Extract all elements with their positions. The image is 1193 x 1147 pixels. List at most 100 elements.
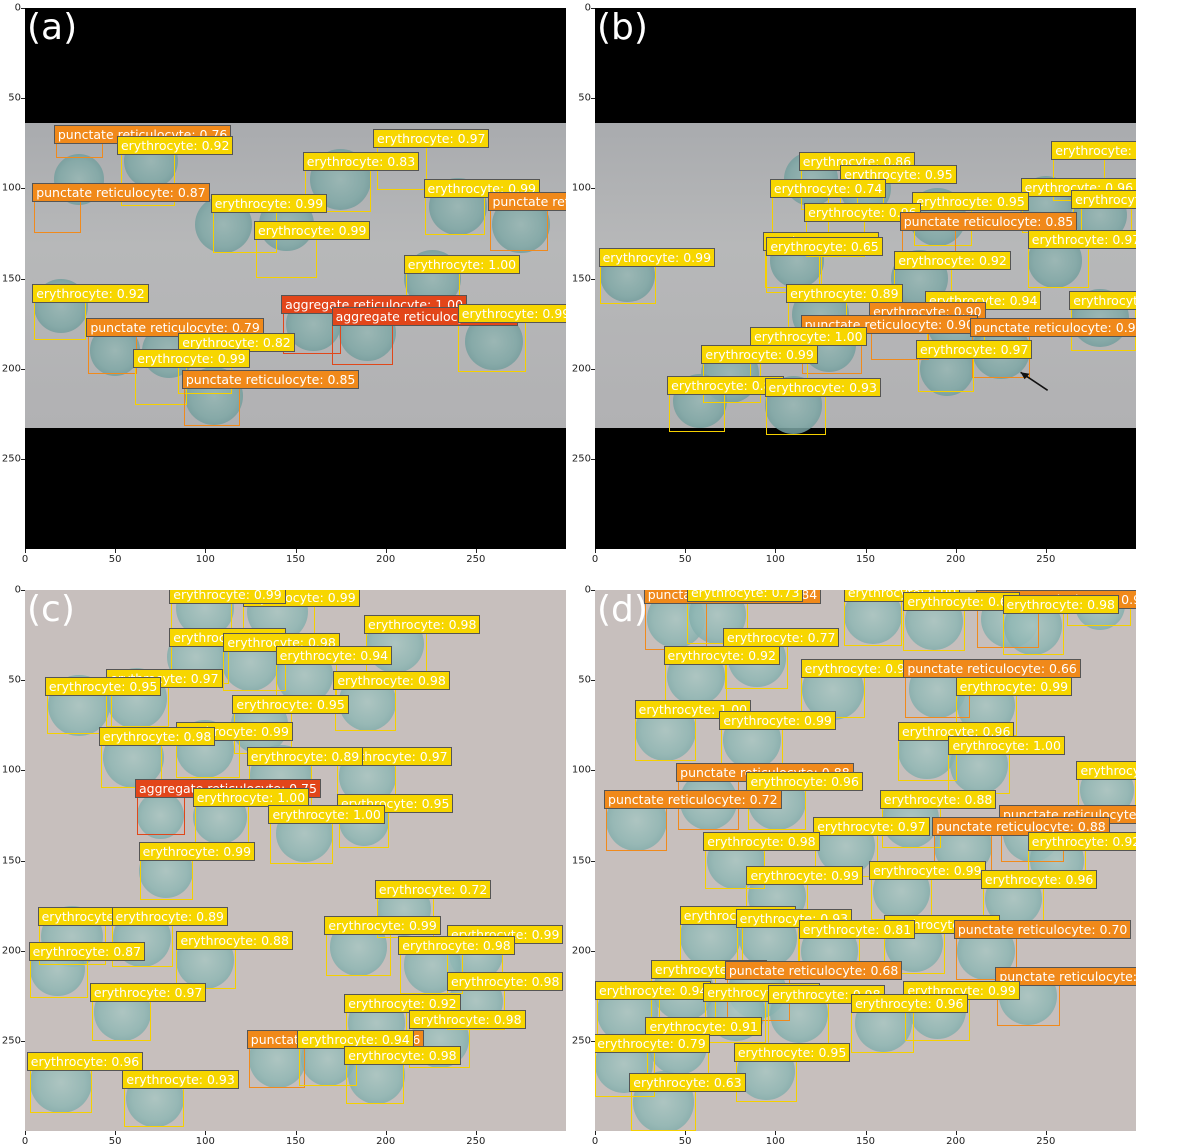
- detection-label: punctate reticulocyte: 0.79: [86, 318, 264, 338]
- y-tick-label: 200: [571, 945, 591, 957]
- detection-label: erythrocyte: 0.98: [98, 727, 216, 747]
- detection-label: erythrocyte: 0.97: [89, 983, 207, 1003]
- detection-label: erythrocyte: 0.99: [598, 247, 716, 267]
- detection-label: erythrocyte: 0.99: [210, 193, 328, 213]
- detection-label: erythrocyte: 1.00: [403, 255, 521, 275]
- x-tick-label: 250: [466, 554, 486, 565]
- detection-box: [843, 590, 902, 646]
- detection-label: erythrocyte: 1.00: [192, 788, 310, 808]
- detection-label: erythrocyte: 0.95: [44, 676, 162, 696]
- detection-label: erythrocyte: 0.98: [446, 972, 564, 992]
- x-tick-label: 50: [678, 554, 692, 565]
- y-tick-mark: [591, 1040, 595, 1042]
- y-tick-label: 200: [1, 945, 21, 957]
- detection-label: punctate reticulocyte: 0.87: [32, 182, 210, 202]
- detection-label: punctate reticulocyte: 0.85: [181, 370, 360, 390]
- detection-label: erythrocyte: 0.92: [116, 136, 234, 156]
- detection-label: erythrocyte: 0.95: [840, 164, 957, 184]
- detection-label: erythrocyte: 0.92: [32, 283, 149, 303]
- detection-label: erythrocyte: 0.81: [798, 920, 916, 939]
- y-tick-label: 150: [1, 855, 21, 866]
- x-tick-label: 200: [946, 554, 966, 565]
- x-tick-mark: [205, 549, 207, 553]
- detection-label: punctate reticulocyte: 0.70: [953, 920, 1132, 939]
- detection-label: punctate reticulocyte: 0.87: [488, 191, 566, 211]
- detection-label: punctate reticulocyte: 0.72: [604, 790, 782, 810]
- x-tick-label: 250: [1036, 1136, 1056, 1147]
- detection-label: erythrocyte: 0.97: [373, 128, 490, 148]
- y-tick-label: 0: [14, 584, 21, 596]
- y-tick-label: 250: [571, 1035, 591, 1047]
- y-tick-label: 100: [571, 764, 591, 776]
- detection-label: erythrocyte: 0.95: [912, 191, 1029, 211]
- y-tick-mark: [21, 950, 25, 952]
- x-tick-mark: [295, 1131, 297, 1135]
- y-tick-label: 200: [571, 363, 591, 375]
- detection-label: erythrocyte: 0.99: [138, 842, 256, 862]
- panel-letter: (d): [597, 590, 648, 630]
- detection-label: erythrocyte: 0.87: [28, 941, 146, 961]
- detection-label: erythrocyte: 0.73: [686, 590, 804, 602]
- x-tick-mark: [865, 549, 867, 553]
- detection-label: erythrocyte: 0.96: [746, 772, 863, 792]
- y-tick-mark: [591, 188, 595, 190]
- detection-label: erythrocyte: 1.00: [750, 327, 867, 347]
- y-tick-mark: [21, 278, 25, 280]
- y-tick-mark: [21, 680, 25, 682]
- y-tick-mark: [591, 950, 595, 952]
- y-tick-mark: [21, 770, 25, 772]
- detection-label: erythrocyte: 0.94: [595, 981, 712, 1001]
- y-tick-label: 50: [8, 674, 21, 686]
- x-tick-mark: [475, 1131, 477, 1135]
- detection-label: punctate reticulocyte: 0.68: [724, 961, 903, 981]
- detection-label: erythrocyte: 1.00: [268, 804, 385, 824]
- detection-label: erythrocyte: 0.97: [1027, 229, 1136, 249]
- x-tick-mark: [115, 549, 117, 553]
- detection-label: erythrocyte: 0.93: [764, 377, 881, 397]
- detection-label: erythrocyte: 0.92: [1027, 831, 1136, 851]
- detection-box: [686, 590, 749, 645]
- y-tick-mark: [21, 590, 25, 591]
- y-tick-label: 250: [1, 453, 21, 465]
- detection-label: erythrocyte: 0.95: [232, 694, 349, 714]
- x-tick-label: 150: [285, 1136, 306, 1147]
- y-tick-label: 150: [1, 273, 21, 284]
- y-tick-label: 100: [1, 182, 21, 194]
- detection-label: erythrocyte: 0.92: [344, 993, 461, 1013]
- x-tick-label: 150: [285, 554, 306, 565]
- x-tick-label: 150: [855, 554, 876, 565]
- detection-label: erythrocyte: 0.88: [879, 790, 997, 810]
- y-tick-mark: [591, 590, 595, 591]
- detection-label: erythrocyte: 0.96: [1076, 761, 1136, 781]
- panel-letter: (a): [27, 8, 78, 48]
- detection-label: erythrocyte: 0.88: [176, 930, 293, 950]
- y-tick-mark: [21, 368, 25, 370]
- detection-label: erythrocyte: 0.99: [133, 348, 250, 368]
- detection-label: erythrocyte: 0.99: [869, 860, 986, 880]
- y-tick-mark: [21, 98, 25, 100]
- x-tick-mark: [295, 549, 297, 553]
- detection-label: erythrocyte: 0.97: [915, 339, 1033, 359]
- detection-label: erythrocyte: 0.92: [1051, 141, 1136, 161]
- y-tick-label: 100: [1, 764, 21, 776]
- x-tick-label: 250: [1036, 554, 1056, 565]
- x-tick-label: 50: [108, 1136, 122, 1147]
- image-panel: erythrocyte: 0.75punctate reticulocyte: …: [595, 590, 1136, 1131]
- detection-label: erythrocyte: 0.98: [333, 671, 450, 691]
- y-tick-label: 200: [1, 363, 21, 375]
- detection-label: erythrocyte: 0.99: [324, 916, 441, 936]
- y-tick-label: 50: [8, 92, 21, 104]
- detection-label: erythrocyte: 0.99: [169, 590, 286, 604]
- x-tick-label: 100: [765, 1136, 785, 1147]
- x-tick-mark: [475, 549, 477, 553]
- detection-label: erythrocyte: 0.84: [1071, 190, 1136, 210]
- y-tick-mark: [21, 458, 25, 460]
- detection-label: punctate reticulocyte: 0.98: [970, 318, 1136, 338]
- x-tick-label: 0: [591, 1136, 599, 1147]
- detection-label: erythrocyte: 0.74: [769, 179, 887, 199]
- x-tick-label: 0: [21, 1136, 29, 1147]
- y-tick-label: 0: [584, 584, 591, 596]
- detection-label: punctate reticulocyte: 0.66: [903, 658, 1081, 678]
- detection-label: erythrocyte: 1.00: [948, 736, 1065, 756]
